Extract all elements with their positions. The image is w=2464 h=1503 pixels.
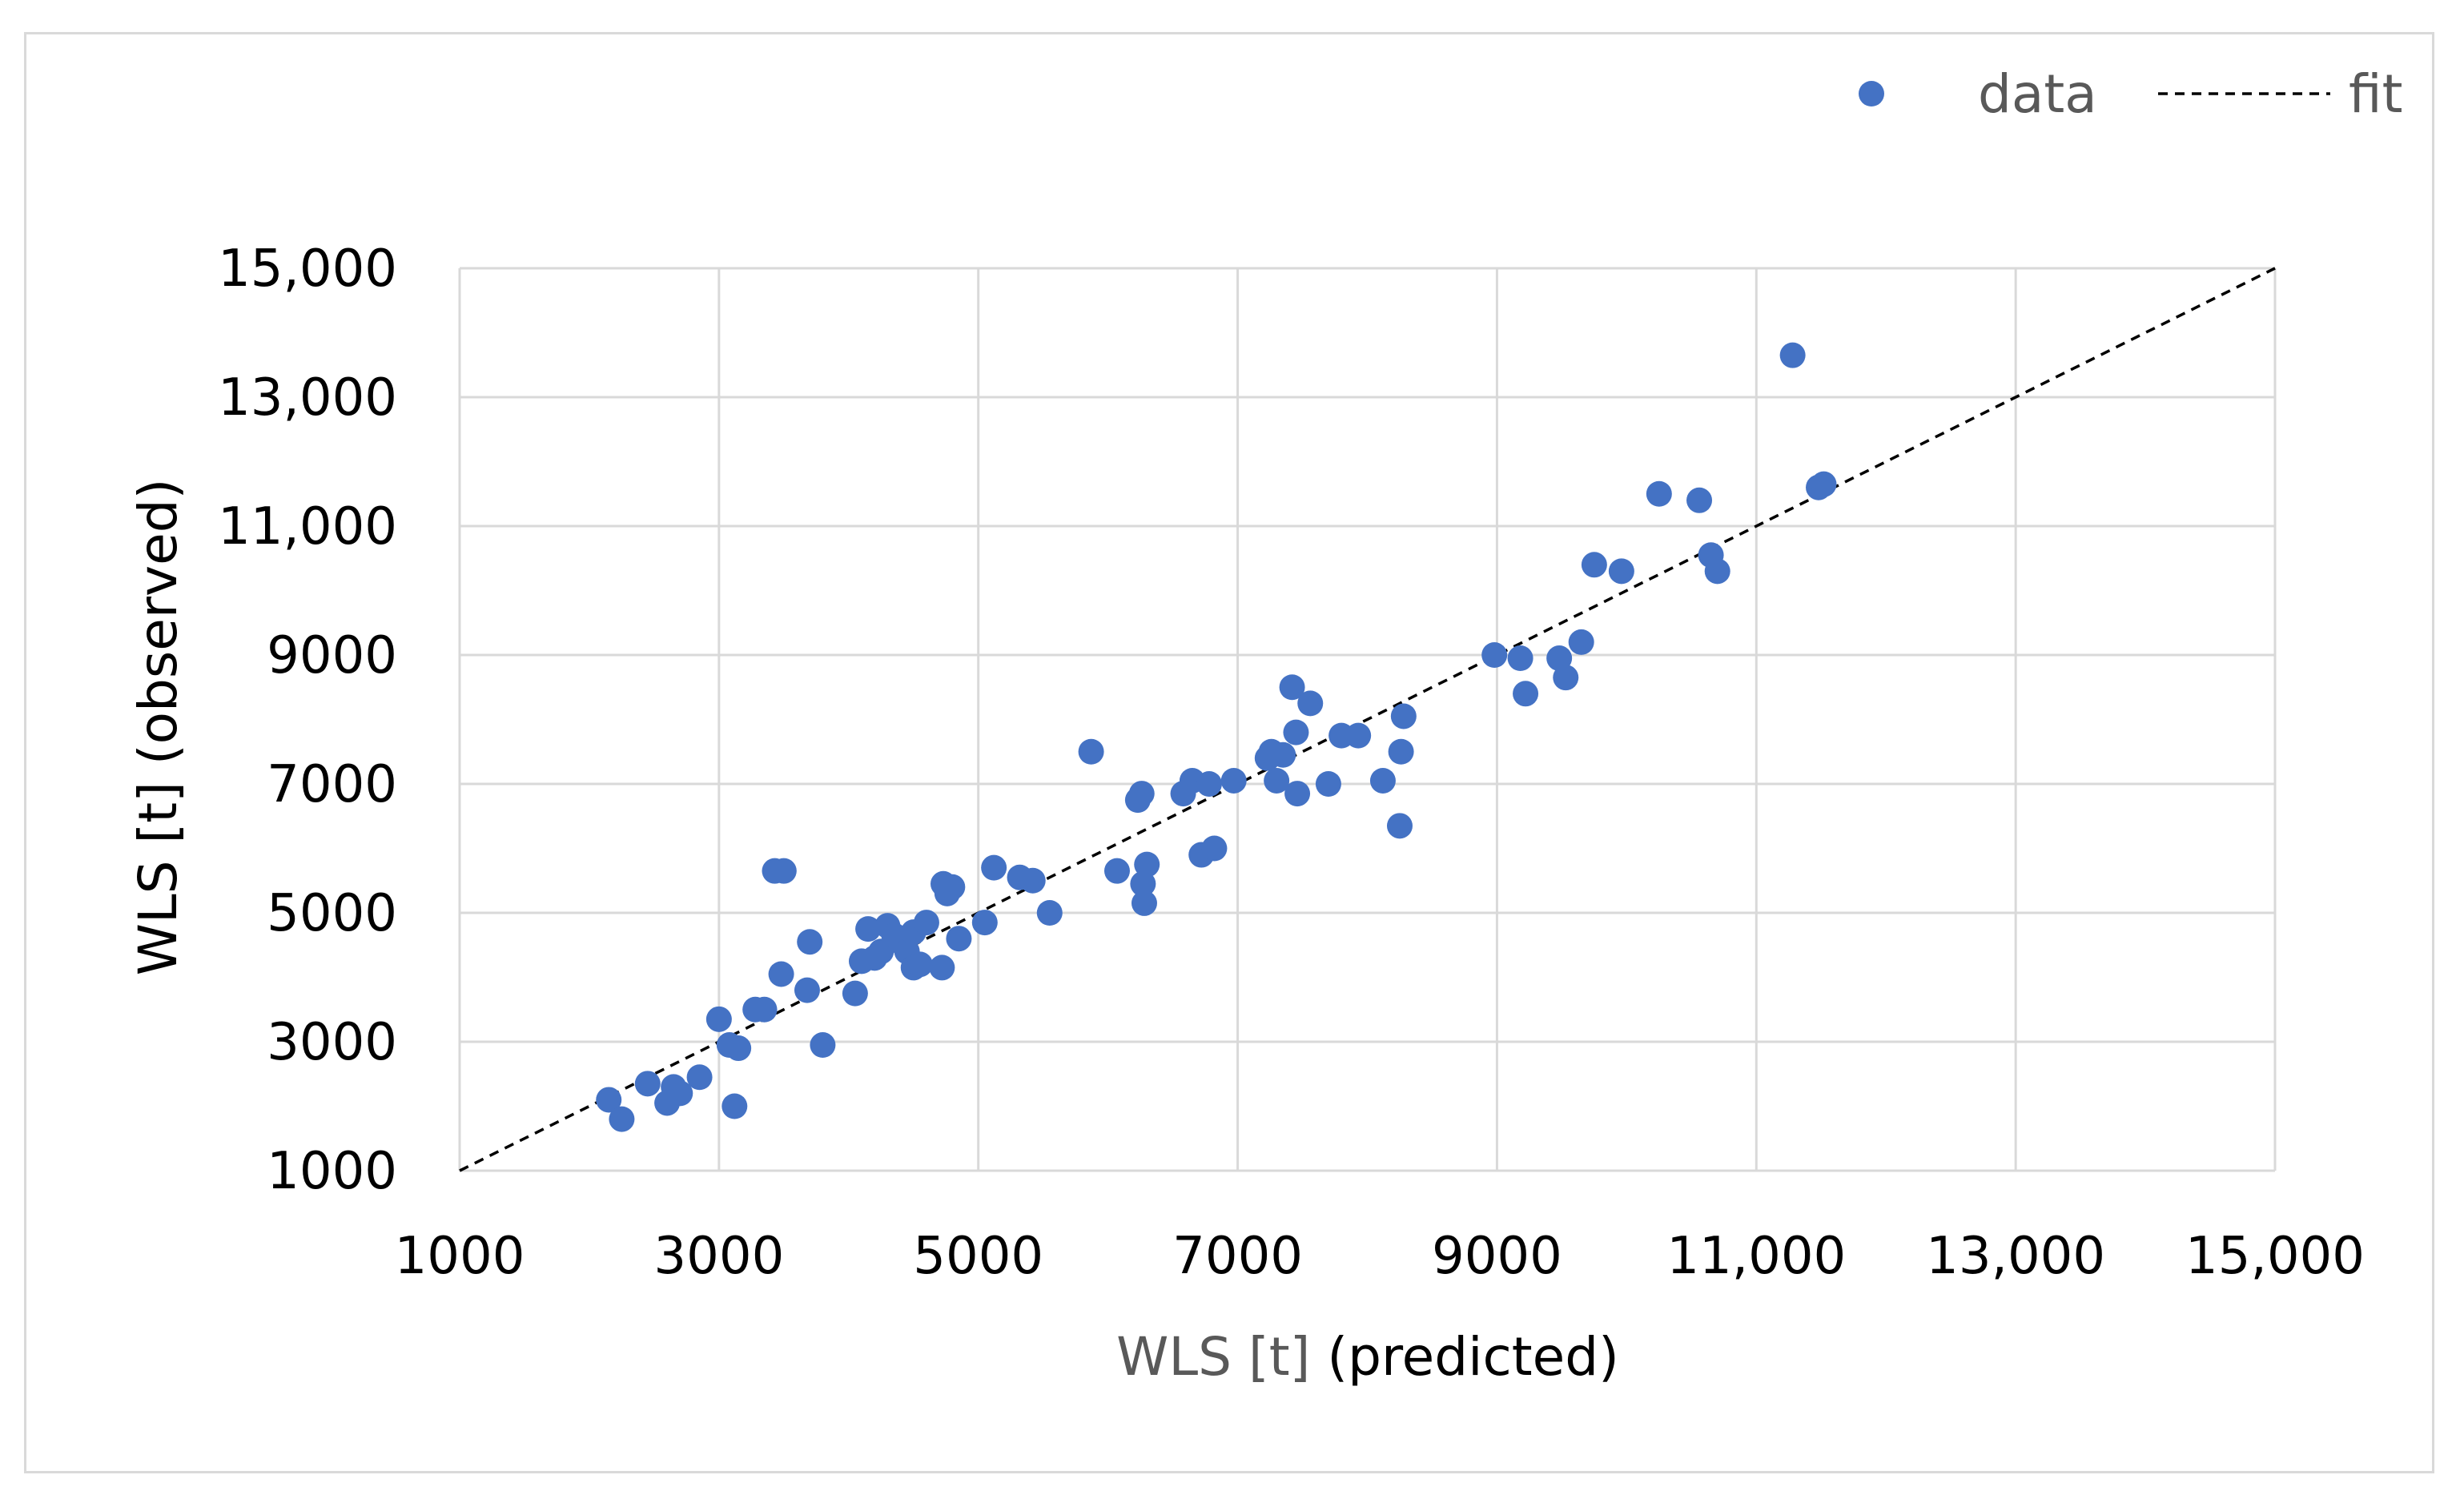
data-point <box>1220 767 1247 794</box>
data-point <box>1279 674 1305 701</box>
data-point <box>1686 487 1713 513</box>
data-point <box>1646 480 1672 507</box>
y-tick-label: 7000 <box>267 755 397 814</box>
data-point <box>1131 890 1157 916</box>
x-tick-label: 5000 <box>913 1227 1043 1286</box>
data-point <box>1128 781 1155 807</box>
x-tick-label: 15,000 <box>2185 1227 2365 1286</box>
y-tick-label: 15,000 <box>218 239 397 299</box>
data-point <box>1345 722 1372 749</box>
data-point <box>667 1080 693 1107</box>
legend-data-label: data <box>1978 63 2097 125</box>
data-point <box>810 1032 836 1059</box>
data-point <box>981 854 1007 881</box>
y-axis-title: WLS [t] (observed) <box>127 479 189 976</box>
y-tick-label: 3000 <box>267 1013 397 1072</box>
x-axis-title-part-1: WLS [t] <box>1116 1326 1327 1388</box>
data-point <box>1811 471 1837 497</box>
data-point <box>929 954 955 981</box>
data-point <box>1507 645 1533 672</box>
x-axis-title: WLS [t] (predicted) <box>1116 1326 1619 1388</box>
data-point <box>1390 703 1417 729</box>
data-point <box>1568 629 1594 655</box>
chart-frame <box>24 32 2434 1473</box>
data-point <box>946 926 972 952</box>
data-point <box>1134 851 1160 878</box>
x-tick-label: 13,000 <box>1926 1227 2105 1286</box>
y-tick-label: 13,000 <box>218 368 397 428</box>
data-point <box>1297 690 1324 717</box>
data-point <box>768 961 794 987</box>
data-point <box>722 1093 748 1119</box>
x-tick-label: 3000 <box>653 1227 784 1286</box>
data-point <box>634 1071 661 1097</box>
data-point <box>751 996 778 1023</box>
data-point <box>1270 741 1296 768</box>
data-point <box>1019 867 1046 894</box>
data-point <box>842 980 868 1007</box>
data-point <box>794 977 820 1003</box>
x-tick-label: 11,000 <box>1666 1227 1846 1286</box>
data-point <box>971 910 998 936</box>
data-point <box>1283 719 1309 745</box>
data-point <box>1513 681 1539 707</box>
data-point <box>1264 767 1290 794</box>
x-tick-label: 7000 <box>1172 1227 1303 1286</box>
data-point <box>1369 767 1396 794</box>
data-point <box>1284 781 1311 807</box>
data-point <box>596 1087 622 1113</box>
data-point <box>1581 552 1607 578</box>
data-point <box>770 858 797 884</box>
data-point <box>1078 738 1104 765</box>
x-tick-label: 1000 <box>395 1227 525 1286</box>
data-point <box>1608 558 1634 585</box>
legend-data-marker <box>1859 81 1884 106</box>
data-point <box>1130 870 1156 897</box>
data-point <box>1481 642 1508 668</box>
data-point <box>1386 813 1413 839</box>
data-point <box>1546 645 1573 672</box>
y-tick-label: 11,000 <box>218 497 397 557</box>
data-point <box>913 910 939 936</box>
x-axis-title-part-2: (predicted) <box>1327 1326 1619 1388</box>
legend-fit-label: fit <box>2349 63 2402 125</box>
data-point <box>1103 858 1130 884</box>
grid-lines <box>458 267 2277 1172</box>
y-tick-label: 5000 <box>267 884 397 943</box>
x-tick-label: 9000 <box>1432 1227 1562 1286</box>
data-point <box>726 1035 752 1062</box>
y-tick-labels: 1000 3000 5000 7000 9000 11,000 13,000 15,000 <box>218 239 397 1201</box>
data-point <box>939 874 966 900</box>
x-tick-labels: 1000 3000 5000 7000 9000 11,000 13,000 15,000 <box>395 1227 2365 1286</box>
data-point <box>1036 900 1063 926</box>
data-point <box>686 1064 713 1091</box>
data-point <box>1315 771 1341 797</box>
data-point <box>1779 342 1806 368</box>
data-point <box>855 916 882 942</box>
legend: data fit <box>1859 63 2402 125</box>
data-point <box>1704 558 1730 585</box>
y-tick-label: 9000 <box>267 626 397 685</box>
data-points <box>596 342 1837 1132</box>
data-point <box>1553 665 1579 691</box>
y-tick-label: 1000 <box>267 1142 397 1201</box>
data-point <box>1196 771 1222 797</box>
data-point <box>906 951 933 978</box>
data-point <box>705 1006 732 1032</box>
data-point <box>609 1106 635 1132</box>
data-point <box>1388 738 1414 765</box>
data-point <box>1201 835 1228 862</box>
data-point <box>797 929 823 955</box>
